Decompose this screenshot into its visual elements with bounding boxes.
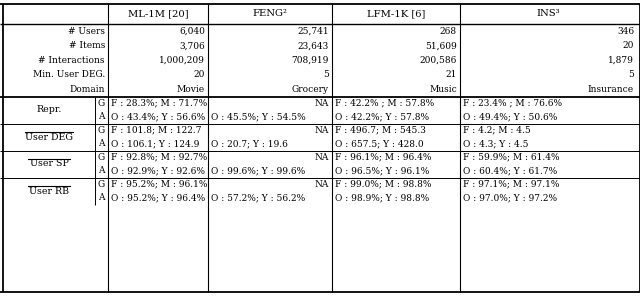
- Text: O : 43.4%; Y : 56.6%: O : 43.4%; Y : 56.6%: [111, 112, 205, 121]
- Text: User RB: User RB: [29, 186, 69, 195]
- Text: O : 4.3; Y : 4.5: O : 4.3; Y : 4.5: [463, 139, 529, 148]
- Text: F : 95.2%; M : 96.1%: F : 95.2%; M : 96.1%: [111, 180, 207, 189]
- Text: 5: 5: [628, 70, 634, 79]
- Text: 25,741: 25,741: [298, 27, 329, 36]
- Text: O : 20.7; Y : 19.6: O : 20.7; Y : 19.6: [211, 139, 288, 148]
- Text: NA: NA: [315, 126, 329, 135]
- Text: 708,919: 708,919: [292, 56, 329, 65]
- Text: O : 49.4%; Y : 50.6%: O : 49.4%; Y : 50.6%: [463, 112, 557, 121]
- Text: 5: 5: [323, 70, 329, 79]
- Text: 1,879: 1,879: [608, 56, 634, 65]
- Text: Domain: Domain: [70, 85, 105, 94]
- Text: 20: 20: [194, 70, 205, 79]
- Text: A: A: [99, 193, 105, 202]
- Text: 21: 21: [445, 70, 457, 79]
- Text: Min. User DEG.: Min. User DEG.: [33, 70, 105, 79]
- Text: # Items: # Items: [68, 41, 105, 50]
- Text: 3,706: 3,706: [179, 41, 205, 50]
- Text: G: G: [98, 99, 105, 108]
- Text: F : 28.3%; M : 71.7%: F : 28.3%; M : 71.7%: [111, 99, 207, 108]
- Text: O : 97.0%; Y : 97.2%: O : 97.0%; Y : 97.2%: [463, 193, 557, 202]
- Text: F : 97.1%; M : 97.1%: F : 97.1%; M : 97.1%: [463, 180, 559, 189]
- Text: A: A: [99, 112, 105, 121]
- Text: 20: 20: [623, 41, 634, 50]
- Text: O : 106.1; Y : 124.9: O : 106.1; Y : 124.9: [111, 139, 200, 148]
- Text: O : 45.5%; Y : 54.5%: O : 45.5%; Y : 54.5%: [211, 112, 306, 121]
- Text: Insurance: Insurance: [588, 85, 634, 94]
- Text: Grocery: Grocery: [292, 85, 329, 94]
- Text: 346: 346: [617, 27, 634, 36]
- Text: NA: NA: [315, 99, 329, 108]
- Text: 268: 268: [440, 27, 457, 36]
- Text: User SP: User SP: [29, 160, 68, 168]
- Text: F : 4.2; M : 4.5: F : 4.2; M : 4.5: [463, 126, 531, 135]
- Text: F : 23.4% ; M : 76.6%: F : 23.4% ; M : 76.6%: [463, 99, 562, 108]
- Text: Music: Music: [429, 85, 457, 94]
- Text: F : 96.1%; M : 96.4%: F : 96.1%; M : 96.4%: [335, 153, 431, 162]
- Text: 6,040: 6,040: [179, 27, 205, 36]
- Text: LFM-1K [6]: LFM-1K [6]: [367, 9, 425, 18]
- Text: Repr.: Repr.: [36, 105, 61, 115]
- Text: O : 657.5; Y : 428.0: O : 657.5; Y : 428.0: [335, 139, 424, 148]
- Text: INS³: INS³: [537, 9, 560, 18]
- Text: 51,609: 51,609: [425, 41, 457, 50]
- Text: FENG²: FENG²: [253, 9, 287, 18]
- Text: O : 98.9%; Y : 98.8%: O : 98.9%; Y : 98.8%: [335, 193, 429, 202]
- Text: 23,643: 23,643: [298, 41, 329, 50]
- Text: G: G: [98, 126, 105, 135]
- Text: 1,000,209: 1,000,209: [159, 56, 205, 65]
- Text: O : 99.6%; Y : 99.6%: O : 99.6%; Y : 99.6%: [211, 166, 305, 175]
- Text: F : 101.8; M : 122.7: F : 101.8; M : 122.7: [111, 126, 202, 135]
- Text: F : 92.8%; M : 92.7%: F : 92.8%; M : 92.7%: [111, 153, 207, 162]
- Text: O : 96.5%; Y : 96.1%: O : 96.5%; Y : 96.1%: [335, 166, 429, 175]
- Text: O : 60.4%; Y : 61.7%: O : 60.4%; Y : 61.7%: [463, 166, 557, 175]
- Text: O : 92.9%; Y : 92.6%: O : 92.9%; Y : 92.6%: [111, 166, 205, 175]
- Text: O : 95.2%; Y : 96.4%: O : 95.2%; Y : 96.4%: [111, 193, 205, 202]
- Text: ML-1M [20]: ML-1M [20]: [128, 9, 188, 18]
- Text: O : 57.2%; Y : 56.2%: O : 57.2%; Y : 56.2%: [211, 193, 305, 202]
- Text: F : 59.9%; M : 61.4%: F : 59.9%; M : 61.4%: [463, 153, 559, 162]
- Text: F : 496.7; M : 545.3: F : 496.7; M : 545.3: [335, 126, 426, 135]
- Text: G: G: [98, 180, 105, 189]
- Text: User DEG: User DEG: [25, 133, 73, 141]
- Text: A: A: [99, 166, 105, 175]
- Text: A: A: [99, 139, 105, 148]
- Text: G: G: [98, 153, 105, 162]
- Text: F : 99.0%; M : 98.8%: F : 99.0%; M : 98.8%: [335, 180, 431, 189]
- Text: # Users: # Users: [68, 27, 105, 36]
- Text: NA: NA: [315, 153, 329, 162]
- Text: NA: NA: [315, 180, 329, 189]
- Text: 200,586: 200,586: [420, 56, 457, 65]
- Text: O : 42.2%; Y : 57.8%: O : 42.2%; Y : 57.8%: [335, 112, 429, 121]
- Text: F : 42.2% ; M : 57.8%: F : 42.2% ; M : 57.8%: [335, 99, 435, 108]
- Text: # Interactions: # Interactions: [38, 56, 105, 65]
- Text: Movie: Movie: [177, 85, 205, 94]
